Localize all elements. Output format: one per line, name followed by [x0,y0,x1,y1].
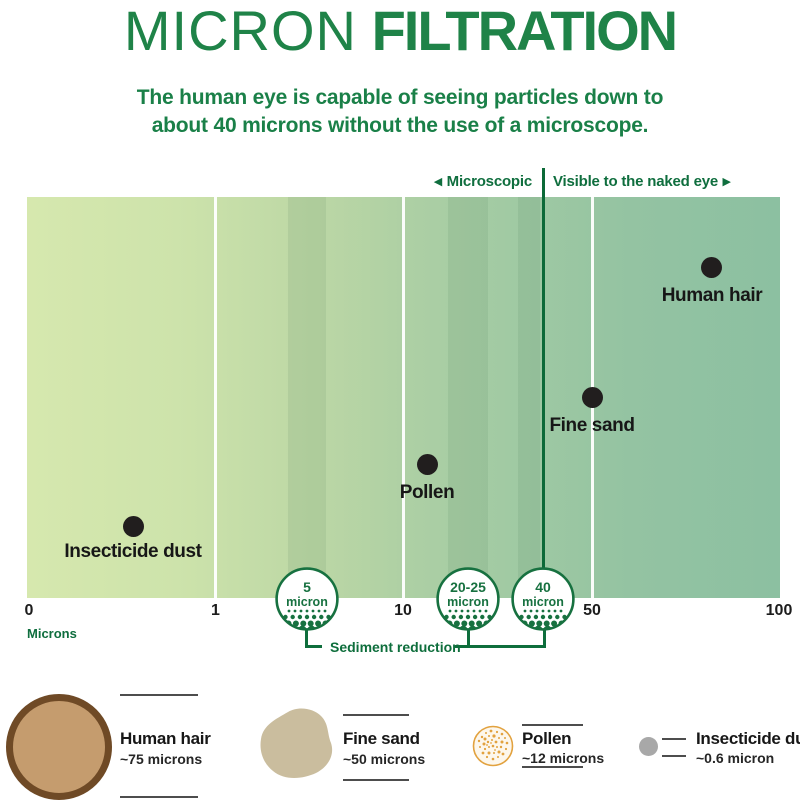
insecticide-dust-size-line-bottom [662,755,686,757]
zone-microscopic-label: Microscopic [446,173,533,190]
data-point-label-pollen: Pollen [399,482,455,503]
data-point-label-fine-sand: Fine sand [549,415,635,436]
legend-size-insecticide-dust: ~0.6 micron [696,750,775,766]
axis-unit-label: Microns [27,626,77,641]
human-hair-size-line-top [120,694,198,696]
fine-sand-swatch [260,708,333,778]
zone-visible: Visible to the naked eye ▶ [553,173,793,191]
fine-sand-size-line-bottom [343,779,409,781]
filter-circle-40-micron: 40 micron [511,567,575,631]
shade-band-20-25-micron [448,197,488,598]
shade-band-40-micron [518,197,540,598]
grid-line-10 [402,197,405,598]
zone-microscopic: ◀ Microscopic [300,173,532,191]
fine-sand-size-line-top [343,714,409,716]
zone-visible-label: Visible to the naked eye [553,173,718,190]
pollen-size-line-bottom [522,766,583,768]
micron-scale-chart [27,197,780,598]
svg-text:5: 5 [303,579,311,595]
data-point-pollen [416,453,438,475]
svg-text:micron: micron [522,595,564,609]
legend-size-fine-sand: ~50 microns [343,751,426,767]
insecticide-dust-size-line-top [662,738,686,740]
svg-text:20-25: 20-25 [450,579,486,595]
svg-text:micron: micron [286,595,328,609]
legend-size-human-hair: ~75 microns [120,751,203,767]
axis-tick-0: 0 [24,602,34,619]
subtitle: The human eye is capable of seeing parti… [0,84,800,140]
legend-size-pollen: ~12 microns [522,750,605,766]
data-point-label-human-hair: Human hair [661,285,763,306]
subtitle-line-2: about 40 microns without the use of a mi… [151,114,649,137]
insecticide-dust-swatch [639,737,658,756]
title-word-bold: FILTRATION [371,0,679,62]
svg-text:micron: micron [447,595,489,609]
data-point-fine-sand [581,386,603,408]
subtitle-line-1: The human eye is capable of seeing parti… [136,86,664,109]
visible-arrow-icon: ▶ [722,176,731,188]
axis-tick-50: 50 [583,602,601,619]
sediment-bracket-label: Sediment reduction [330,639,461,655]
page-title: MICRON FILTRATION [0,0,800,62]
sediment-bracket-right [467,629,546,648]
data-point-human-hair [700,256,722,278]
axis-tick-100: 100 [765,602,793,619]
legend-name-fine-sand: Fine sand [343,729,420,748]
filter-circle-20-25-micron: 20-25 micron [436,567,500,631]
sediment-bracket-left [305,629,322,648]
svg-text:40: 40 [535,579,551,595]
legend-name-pollen: Pollen [522,729,572,748]
human-hair-swatch [6,694,112,800]
data-point-insecticide-dust [122,515,144,537]
pollen-swatch [472,725,514,767]
title-word-light: MICRON [123,0,357,62]
axis-tick-10: 10 [394,602,412,619]
pollen-size-line-top [522,724,583,726]
human-hair-size-line-bottom [120,796,198,798]
visibility-threshold-line [541,168,545,598]
legend-name-human-hair: Human hair [120,729,211,748]
data-point-label-insecticide-dust: Insecticide dust [64,541,202,562]
shade-band-5-micron [288,197,326,598]
legend-name-insecticide-dust: Insecticide dust [696,729,800,748]
axis-tick-1: 1 [211,602,220,619]
grid-line-1 [214,197,217,598]
sediment-bracket-stub [455,645,468,648]
filter-circle-5-micron: 5 micron [275,567,339,631]
microscopic-arrow-icon: ◀ [433,176,443,188]
